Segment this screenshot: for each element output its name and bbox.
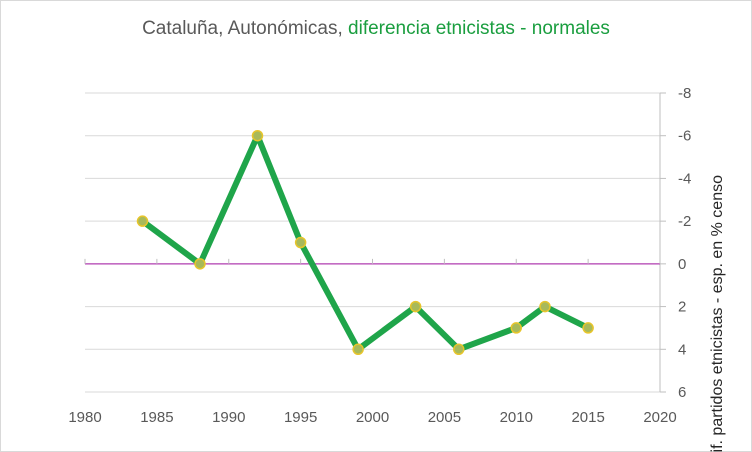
chart-title-accent: diferencia etnicistas - normales [348,18,610,39]
y-tick-label: 6 [678,384,686,401]
y-tick-label: 0 [678,256,686,273]
data-point [510,322,522,334]
series-group [139,132,592,353]
y-tick-label: -8 [678,85,691,102]
data-point [453,343,465,356]
y-axis-label: Dif. partidos etnicistas - esp. en % cen… [709,175,726,452]
data-point [136,215,149,227]
data-point [194,258,206,270]
x-tick-label: 1980 [68,409,101,426]
reference-line-group [84,258,661,265]
x-tick-label: 1990 [212,409,245,426]
x-tick-label: 2000 [356,409,389,426]
data-point [251,129,264,142]
data-point [409,300,422,313]
y-tick-label: -6 [678,128,691,145]
chart-title-main: Cataluña, Autonómicas, [142,18,349,39]
x-tick-label: 1985 [140,409,173,426]
y-tick-label: 4 [678,341,686,358]
y-tick-label: -4 [678,170,691,187]
x-tick-label: 2020 [643,409,676,426]
data-point [294,236,307,249]
axes: -8 -6 -4 -2 0 2 4 6 1980 1985 1990 1995 2000 2005 2010… [68,85,691,426]
x-tick-label: 1995 [284,409,317,426]
x-tick-label: 2015 [571,409,604,426]
markers-group [136,129,594,356]
data-point [352,343,364,356]
x-tick-label: 2005 [428,409,461,426]
y-tick-label: 2 [678,299,686,316]
series-line [139,132,592,353]
data-point [539,300,551,313]
chart-title: Cataluña, Autonómicas, diferencia etnici… [0,18,752,40]
y-tick-label: -2 [678,213,691,230]
x-tick-label: 2010 [500,409,533,426]
data-point [582,322,594,334]
